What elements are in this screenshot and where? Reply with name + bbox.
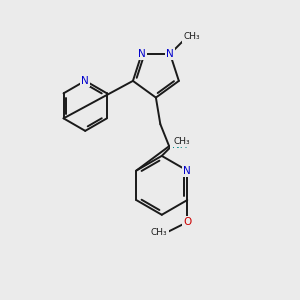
Text: NH: NH [172,140,187,150]
Text: N: N [138,49,146,59]
Text: CH₃: CH₃ [151,228,168,237]
Text: O: O [183,217,191,227]
Text: N: N [81,76,89,86]
Text: N: N [166,49,174,59]
Text: CH₃: CH₃ [183,32,200,41]
Text: N: N [183,166,191,176]
Text: CH₃: CH₃ [174,137,190,146]
